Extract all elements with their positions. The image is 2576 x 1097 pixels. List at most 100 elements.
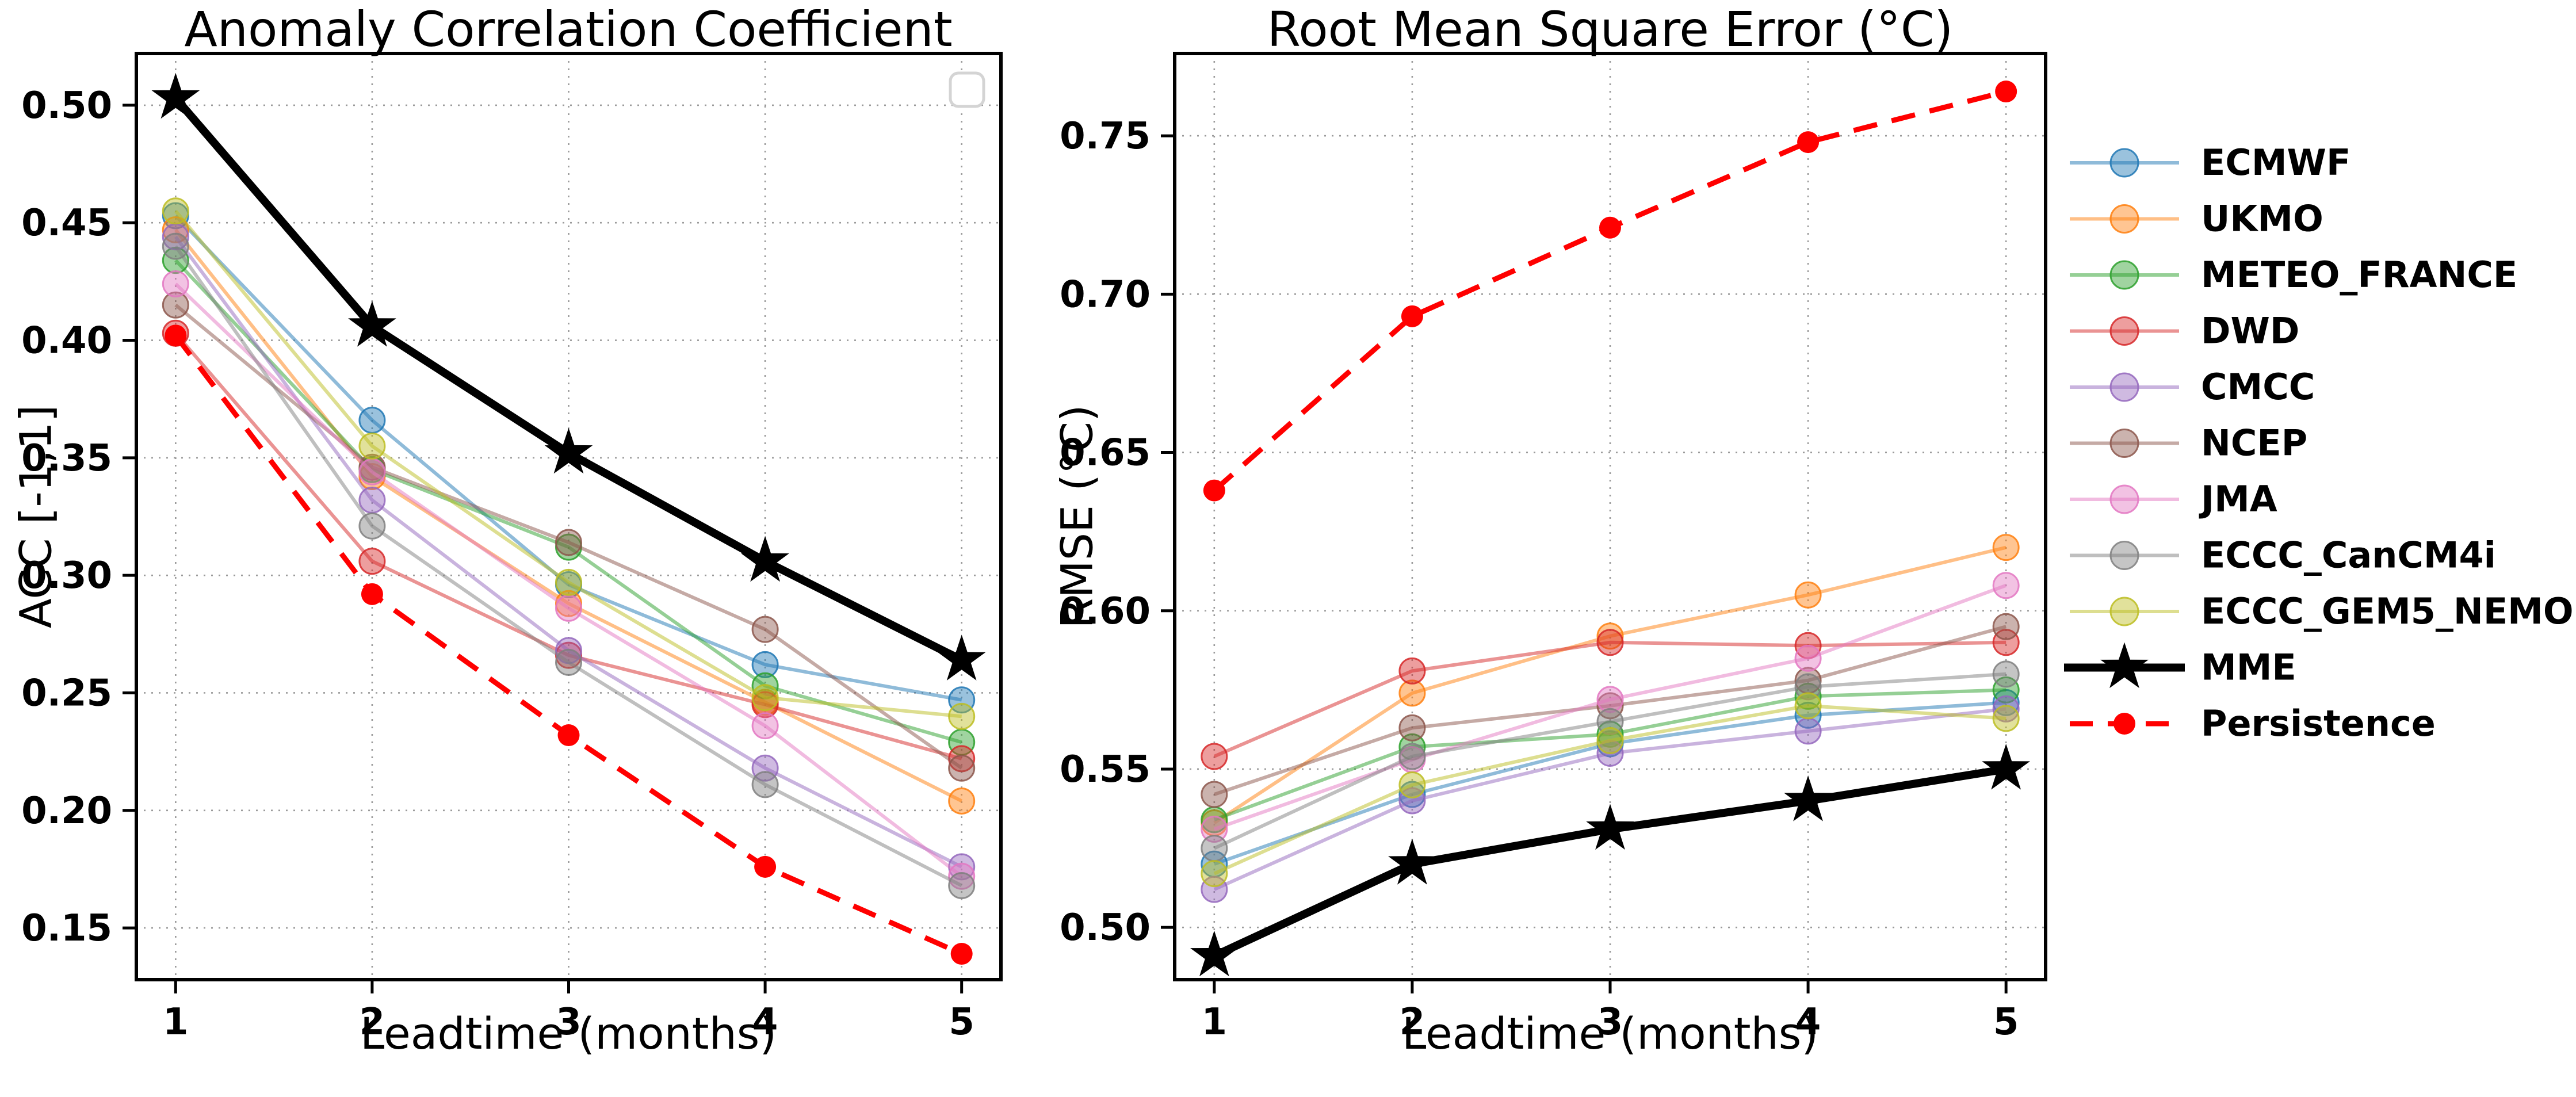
data-point-MME [1586, 804, 1634, 850]
legend-circle-marker [2109, 148, 2139, 178]
data-point-NCEP [1201, 781, 1228, 808]
legend-item-ECCC_CanCM4i: ECCC_CanCM4i [2070, 534, 2496, 576]
data-point-DWD [358, 548, 386, 575]
legend-item-NCEP: NCEP [2070, 422, 2307, 464]
x-tick-label: 4 [1795, 1001, 1821, 1044]
data-point-ECCC_GEM5_NEMO [1201, 860, 1228, 888]
legend-circle-marker [2109, 316, 2139, 346]
y-tick-label: 0.20 [21, 790, 112, 832]
series-ECCC_GEM5_NEMO [1201, 692, 2020, 888]
y-tick-label: 0.75 [1060, 115, 1151, 158]
data-point-JMA [751, 712, 779, 740]
y-tick-label: 0.25 [21, 672, 112, 714]
data-point-ECCC_GEM5_NEMO [1992, 705, 2020, 732]
data-point-ECCC_CanCM4i [1992, 660, 2020, 688]
y-tick-label: 0.40 [21, 320, 112, 362]
data-point-Persistence [165, 324, 187, 347]
data-point-Persistence [361, 583, 383, 605]
series-NCEP [1201, 613, 2020, 808]
data-point-ECCC_CanCM4i [162, 232, 189, 260]
data-point-UKMO [1398, 679, 1426, 707]
data-point-MME [1784, 775, 1832, 821]
legend-label: DWD [2201, 310, 2299, 352]
legend-star-marker [2100, 642, 2149, 689]
series-MME [151, 72, 986, 681]
data-point-ECCC_GEM5_NEMO [1398, 771, 1426, 798]
legend-item-ECCC_GEM5_NEMO: ECCC_GEM5_NEMO [2070, 590, 2574, 632]
series-line [174, 228, 963, 803]
series-line [1213, 640, 2006, 758]
data-point-CMCC [1992, 695, 2020, 723]
y-tick-label: 0.45 [21, 202, 112, 244]
data-point-JMA [1596, 686, 1624, 713]
x-tick-label: 5 [1993, 1001, 2019, 1044]
x-tick-label: 5 [949, 1001, 974, 1044]
data-point-METEO_FRANCE [1794, 682, 1822, 710]
x-tick-label: 4 [752, 1001, 778, 1044]
series-line [1213, 545, 2006, 825]
legend-circle-marker [2109, 429, 2139, 458]
data-point-NCEP [948, 754, 976, 782]
data-point-Persistence [1995, 81, 2017, 103]
data-point-JMA [1201, 816, 1228, 843]
data-point-JMA [1992, 572, 2020, 599]
y-tick-label: 0.50 [21, 85, 112, 127]
series-line [1213, 704, 2006, 876]
legend-label: MME [2201, 647, 2296, 689]
legend-circle-marker [2109, 372, 2139, 402]
acc-panel-title: Anomaly Correlation Coefficient [184, 1, 953, 58]
data-point-ECCC_CanCM4i [1201, 835, 1228, 862]
data-point-METEO_FRANCE [1992, 676, 2020, 704]
data-point-ECCC_GEM5_NEMO [162, 197, 189, 225]
data-point-CMCC [358, 486, 386, 514]
data-point-ECCC_GEM5_NEMO [555, 568, 582, 596]
legend-item-ECMWF: ECMWF [2070, 142, 2350, 184]
x-tick-label: 1 [1202, 1001, 1228, 1044]
legend-label: METEO_FRANCE [2201, 254, 2517, 296]
data-point-UKMO [1992, 534, 2020, 561]
series-ECCC_CanCM4i [1201, 660, 2020, 862]
series-NCEP [162, 291, 976, 782]
legend-circle-marker [2109, 260, 2139, 290]
legend-circle-marker [2109, 484, 2139, 514]
legend-circle-marker [2109, 541, 2139, 570]
data-point-ECCC_CanCM4i [555, 648, 582, 676]
data-point-ECMWF [1794, 701, 1822, 729]
data-point-ECCC_GEM5_NEMO [358, 432, 386, 460]
series-line [174, 303, 963, 770]
rmse-x-axis-label: Leadtime (months) [1401, 1008, 1819, 1059]
data-point-MME [1388, 839, 1436, 885]
x-tick-label: 1 [163, 1001, 189, 1044]
series-line [1213, 583, 2007, 831]
y-tick-label: 0.35 [21, 437, 112, 480]
series-ECCC_CanCM4i [162, 232, 976, 900]
data-point-ECCC_CanCM4i [751, 771, 779, 798]
data-point-JMA [358, 458, 386, 486]
data-point-Persistence [950, 943, 973, 965]
plot-area [1175, 53, 2046, 980]
legend-label: ECCC_CanCM4i [2201, 534, 2496, 576]
data-point-JMA [162, 270, 189, 297]
legend-label: NCEP [2201, 422, 2307, 464]
series-line [174, 332, 962, 760]
legend-label: UKMO [2201, 198, 2323, 240]
data-point-ECCC_GEM5_NEMO [1794, 692, 1822, 720]
data-point-NCEP [162, 291, 189, 319]
data-point-Persistence [557, 724, 580, 747]
legend-item-METEO_FRANCE: METEO_FRANCE [2070, 254, 2517, 296]
series-line [1213, 625, 2006, 796]
y-tick-label: 0.70 [1060, 273, 1151, 316]
series-JMA [1201, 572, 2020, 843]
data-point-JMA [1794, 644, 1822, 672]
series-JMA [162, 270, 976, 890]
y-tick-label: 0.30 [21, 555, 112, 597]
x-tick-label: 3 [556, 1001, 582, 1044]
data-point-Persistence [1599, 216, 1621, 239]
acc-x-axis-label: Leadtime (months) [360, 1008, 777, 1059]
series-line [1213, 672, 2006, 850]
legend-circle-marker [2109, 597, 2139, 626]
acc-y-axis-label: ACC [-1,1] [10, 404, 62, 629]
data-point-CMCC [1398, 787, 1426, 815]
